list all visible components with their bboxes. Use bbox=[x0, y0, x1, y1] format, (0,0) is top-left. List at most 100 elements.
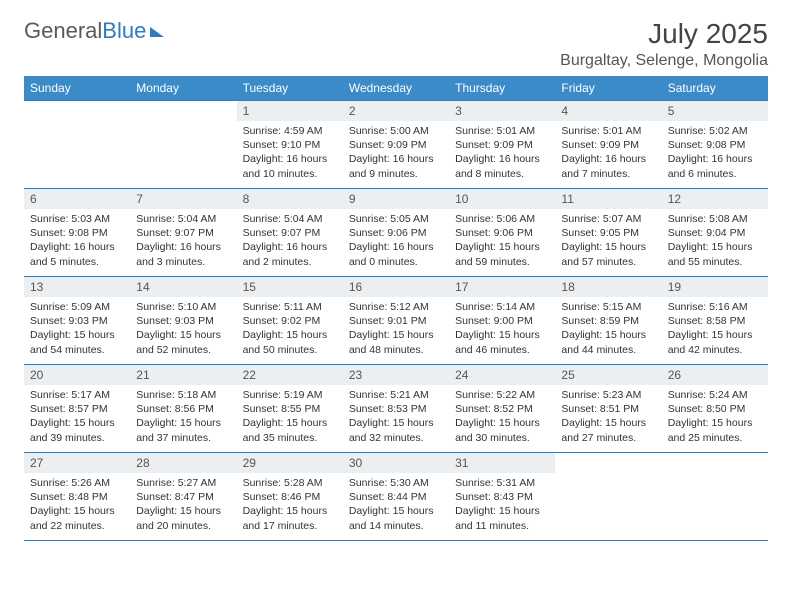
logo-part2: Blue bbox=[102, 18, 146, 43]
calendar-day-cell: 13Sunrise: 5:09 AMSunset: 9:03 PMDayligh… bbox=[24, 277, 130, 365]
day-number: 31 bbox=[449, 453, 555, 473]
day-info: Sunrise: 5:23 AMSunset: 8:51 PMDaylight:… bbox=[555, 385, 661, 449]
calendar-day-cell bbox=[130, 101, 236, 189]
calendar-day-cell: 22Sunrise: 5:19 AMSunset: 8:55 PMDayligh… bbox=[237, 365, 343, 453]
weekday-header: Sunday bbox=[24, 76, 130, 101]
calendar-day-cell: 24Sunrise: 5:22 AMSunset: 8:52 PMDayligh… bbox=[449, 365, 555, 453]
day-info: Sunrise: 5:02 AMSunset: 9:08 PMDaylight:… bbox=[662, 121, 768, 185]
calendar-day-cell: 9Sunrise: 5:05 AMSunset: 9:06 PMDaylight… bbox=[343, 189, 449, 277]
calendar-day-cell: 19Sunrise: 5:16 AMSunset: 8:58 PMDayligh… bbox=[662, 277, 768, 365]
calendar-day-cell: 29Sunrise: 5:28 AMSunset: 8:46 PMDayligh… bbox=[237, 453, 343, 541]
day-info: Sunrise: 5:07 AMSunset: 9:05 PMDaylight:… bbox=[555, 209, 661, 273]
day-info: Sunrise: 5:18 AMSunset: 8:56 PMDaylight:… bbox=[130, 385, 236, 449]
calendar-day-cell: 15Sunrise: 5:11 AMSunset: 9:02 PMDayligh… bbox=[237, 277, 343, 365]
location-text: Burgaltay, Selenge, Mongolia bbox=[560, 52, 768, 70]
calendar-day-cell: 23Sunrise: 5:21 AMSunset: 8:53 PMDayligh… bbox=[343, 365, 449, 453]
day-number: 28 bbox=[130, 453, 236, 473]
month-title: July 2025 bbox=[560, 18, 768, 50]
day-number: 27 bbox=[24, 453, 130, 473]
day-number: 19 bbox=[662, 277, 768, 297]
day-number: 3 bbox=[449, 101, 555, 121]
day-info: Sunrise: 5:31 AMSunset: 8:43 PMDaylight:… bbox=[449, 473, 555, 537]
day-number: 21 bbox=[130, 365, 236, 385]
calendar-week-row: 6Sunrise: 5:03 AMSunset: 9:08 PMDaylight… bbox=[24, 189, 768, 277]
day-number: 24 bbox=[449, 365, 555, 385]
calendar-table: Sunday Monday Tuesday Wednesday Thursday… bbox=[24, 76, 768, 541]
day-number: 30 bbox=[343, 453, 449, 473]
day-number: 5 bbox=[662, 101, 768, 121]
day-number: 15 bbox=[237, 277, 343, 297]
day-number: 6 bbox=[24, 189, 130, 209]
day-info: Sunrise: 5:14 AMSunset: 9:00 PMDaylight:… bbox=[449, 297, 555, 361]
day-info: Sunrise: 5:19 AMSunset: 8:55 PMDaylight:… bbox=[237, 385, 343, 449]
day-number: 29 bbox=[237, 453, 343, 473]
weekday-header-row: Sunday Monday Tuesday Wednesday Thursday… bbox=[24, 76, 768, 101]
calendar-day-cell: 25Sunrise: 5:23 AMSunset: 8:51 PMDayligh… bbox=[555, 365, 661, 453]
day-info: Sunrise: 4:59 AMSunset: 9:10 PMDaylight:… bbox=[237, 121, 343, 185]
day-info: Sunrise: 5:15 AMSunset: 8:59 PMDaylight:… bbox=[555, 297, 661, 361]
logo-part1: General bbox=[24, 18, 102, 43]
calendar-day-cell: 27Sunrise: 5:26 AMSunset: 8:48 PMDayligh… bbox=[24, 453, 130, 541]
day-number: 16 bbox=[343, 277, 449, 297]
day-info: Sunrise: 5:00 AMSunset: 9:09 PMDaylight:… bbox=[343, 121, 449, 185]
calendar-day-cell: 28Sunrise: 5:27 AMSunset: 8:47 PMDayligh… bbox=[130, 453, 236, 541]
calendar-day-cell bbox=[662, 453, 768, 541]
day-info: Sunrise: 5:09 AMSunset: 9:03 PMDaylight:… bbox=[24, 297, 130, 361]
calendar-week-row: 1Sunrise: 4:59 AMSunset: 9:10 PMDaylight… bbox=[24, 101, 768, 189]
calendar-day-cell: 10Sunrise: 5:06 AMSunset: 9:06 PMDayligh… bbox=[449, 189, 555, 277]
calendar-week-row: 13Sunrise: 5:09 AMSunset: 9:03 PMDayligh… bbox=[24, 277, 768, 365]
day-number: 2 bbox=[343, 101, 449, 121]
calendar-day-cell: 6Sunrise: 5:03 AMSunset: 9:08 PMDaylight… bbox=[24, 189, 130, 277]
triangle-icon bbox=[150, 27, 164, 37]
calendar-day-cell bbox=[555, 453, 661, 541]
day-info: Sunrise: 5:06 AMSunset: 9:06 PMDaylight:… bbox=[449, 209, 555, 273]
day-info: Sunrise: 5:27 AMSunset: 8:47 PMDaylight:… bbox=[130, 473, 236, 537]
calendar-day-cell: 21Sunrise: 5:18 AMSunset: 8:56 PMDayligh… bbox=[130, 365, 236, 453]
calendar-day-cell: 3Sunrise: 5:01 AMSunset: 9:09 PMDaylight… bbox=[449, 101, 555, 189]
day-info: Sunrise: 5:04 AMSunset: 9:07 PMDaylight:… bbox=[237, 209, 343, 273]
day-info: Sunrise: 5:22 AMSunset: 8:52 PMDaylight:… bbox=[449, 385, 555, 449]
day-info: Sunrise: 5:30 AMSunset: 8:44 PMDaylight:… bbox=[343, 473, 449, 537]
title-block: July 2025 Burgaltay, Selenge, Mongolia bbox=[560, 18, 768, 70]
day-number: 18 bbox=[555, 277, 661, 297]
day-number: 23 bbox=[343, 365, 449, 385]
calendar-week-row: 20Sunrise: 5:17 AMSunset: 8:57 PMDayligh… bbox=[24, 365, 768, 453]
calendar-week-row: 27Sunrise: 5:26 AMSunset: 8:48 PMDayligh… bbox=[24, 453, 768, 541]
weekday-header: Friday bbox=[555, 76, 661, 101]
day-info: Sunrise: 5:21 AMSunset: 8:53 PMDaylight:… bbox=[343, 385, 449, 449]
weekday-header: Tuesday bbox=[237, 76, 343, 101]
calendar-day-cell: 8Sunrise: 5:04 AMSunset: 9:07 PMDaylight… bbox=[237, 189, 343, 277]
logo-text: GeneralBlue bbox=[24, 18, 146, 44]
calendar-day-cell: 14Sunrise: 5:10 AMSunset: 9:03 PMDayligh… bbox=[130, 277, 236, 365]
day-info: Sunrise: 5:03 AMSunset: 9:08 PMDaylight:… bbox=[24, 209, 130, 273]
day-info: Sunrise: 5:05 AMSunset: 9:06 PMDaylight:… bbox=[343, 209, 449, 273]
day-info: Sunrise: 5:24 AMSunset: 8:50 PMDaylight:… bbox=[662, 385, 768, 449]
calendar-day-cell: 31Sunrise: 5:31 AMSunset: 8:43 PMDayligh… bbox=[449, 453, 555, 541]
day-number: 7 bbox=[130, 189, 236, 209]
day-number: 4 bbox=[555, 101, 661, 121]
weekday-header: Thursday bbox=[449, 76, 555, 101]
calendar-day-cell: 1Sunrise: 4:59 AMSunset: 9:10 PMDaylight… bbox=[237, 101, 343, 189]
calendar-day-cell: 16Sunrise: 5:12 AMSunset: 9:01 PMDayligh… bbox=[343, 277, 449, 365]
calendar-day-cell bbox=[24, 101, 130, 189]
day-number: 9 bbox=[343, 189, 449, 209]
day-info: Sunrise: 5:26 AMSunset: 8:48 PMDaylight:… bbox=[24, 473, 130, 537]
day-number: 25 bbox=[555, 365, 661, 385]
calendar-day-cell: 4Sunrise: 5:01 AMSunset: 9:09 PMDaylight… bbox=[555, 101, 661, 189]
calendar-day-cell: 2Sunrise: 5:00 AMSunset: 9:09 PMDaylight… bbox=[343, 101, 449, 189]
day-info: Sunrise: 5:28 AMSunset: 8:46 PMDaylight:… bbox=[237, 473, 343, 537]
page-header: GeneralBlue July 2025 Burgaltay, Selenge… bbox=[24, 18, 768, 70]
day-info: Sunrise: 5:12 AMSunset: 9:01 PMDaylight:… bbox=[343, 297, 449, 361]
day-info: Sunrise: 5:01 AMSunset: 9:09 PMDaylight:… bbox=[449, 121, 555, 185]
day-info: Sunrise: 5:17 AMSunset: 8:57 PMDaylight:… bbox=[24, 385, 130, 449]
day-info: Sunrise: 5:08 AMSunset: 9:04 PMDaylight:… bbox=[662, 209, 768, 273]
day-number: 10 bbox=[449, 189, 555, 209]
day-info: Sunrise: 5:01 AMSunset: 9:09 PMDaylight:… bbox=[555, 121, 661, 185]
day-number: 14 bbox=[130, 277, 236, 297]
day-number: 13 bbox=[24, 277, 130, 297]
weekday-header: Saturday bbox=[662, 76, 768, 101]
calendar-day-cell: 11Sunrise: 5:07 AMSunset: 9:05 PMDayligh… bbox=[555, 189, 661, 277]
day-info: Sunrise: 5:04 AMSunset: 9:07 PMDaylight:… bbox=[130, 209, 236, 273]
weekday-header: Monday bbox=[130, 76, 236, 101]
calendar-day-cell: 30Sunrise: 5:30 AMSunset: 8:44 PMDayligh… bbox=[343, 453, 449, 541]
